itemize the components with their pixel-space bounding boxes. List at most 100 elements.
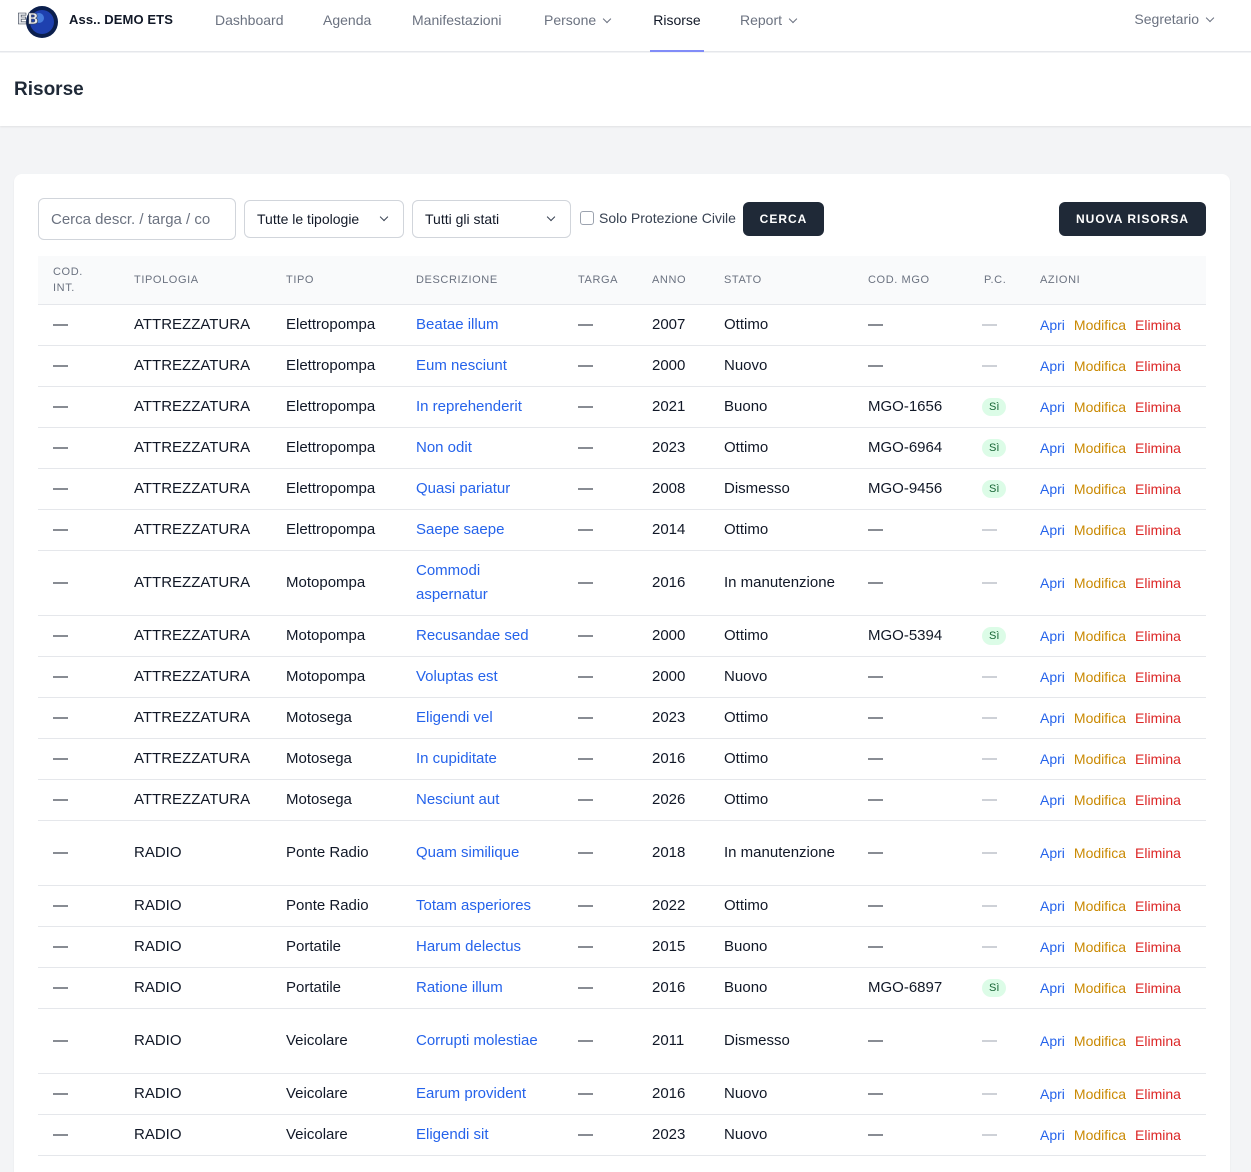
open-link[interactable]: Apri <box>1040 845 1065 861</box>
nav-risorse[interactable]: Risorse <box>650 0 704 52</box>
open-link[interactable]: Apri <box>1040 575 1065 591</box>
edit-link[interactable]: Modifica <box>1073 792 1127 808</box>
delete-link[interactable]: Elimina <box>1135 751 1181 767</box>
open-link[interactable]: Apri <box>1040 1033 1065 1049</box>
delete-link[interactable]: Elimina <box>1135 575 1181 591</box>
cell-descrizione[interactable]: Eum nesciunt <box>416 357 507 374</box>
delete-link[interactable]: Elimina <box>1135 481 1181 497</box>
cell-descrizione[interactable]: In cupiditate <box>416 750 497 767</box>
cell-cod-int: — <box>53 897 68 914</box>
delete-link[interactable]: Elimina <box>1135 1086 1181 1102</box>
cell-descrizione[interactable]: Totam asperiores <box>416 897 532 914</box>
delete-link[interactable]: Elimina <box>1135 1033 1181 1049</box>
edit-link[interactable]: Modifica <box>1073 669 1127 685</box>
cell-pc: — <box>982 657 997 697</box>
cell-descrizione[interactable]: Earum provident <box>416 1085 527 1102</box>
cell-descrizione[interactable]: Saepe saepe <box>416 521 505 538</box>
cell-descrizione[interactable]: Voluptas est <box>416 668 498 685</box>
cell-descrizione[interactable]: Ratione illum <box>416 979 503 996</box>
nav-manifestazioni[interactable]: Manifestazioni <box>412 12 502 28</box>
search-input[interactable] <box>38 198 236 240</box>
open-link[interactable]: Apri <box>1040 399 1065 415</box>
cell-cod-mgo: — <box>868 316 883 333</box>
nav-report[interactable]: Report <box>740 0 798 52</box>
delete-link[interactable]: Elimina <box>1135 898 1181 914</box>
edit-link[interactable]: Modifica <box>1073 845 1127 861</box>
delete-link[interactable]: Elimina <box>1135 358 1181 374</box>
protezione-civile-filter[interactable]: Solo Protezione Civile <box>580 210 736 226</box>
cell-descrizione[interactable]: Eligendi sit <box>416 1126 489 1143</box>
delete-link[interactable]: Elimina <box>1135 710 1181 726</box>
cell-descrizione[interactable]: In reprehenderit <box>416 398 522 415</box>
association-logo[interactable]: EB <box>16 3 59 39</box>
open-link[interactable]: Apri <box>1040 980 1065 996</box>
search-button[interactable]: CERCA <box>743 202 824 236</box>
edit-link[interactable]: Modifica <box>1073 1127 1127 1143</box>
delete-link[interactable]: Elimina <box>1135 669 1181 685</box>
open-link[interactable]: Apri <box>1040 898 1065 914</box>
edit-link[interactable]: Modifica <box>1073 1033 1127 1049</box>
edit-link[interactable]: Modifica <box>1073 939 1127 955</box>
delete-link[interactable]: Elimina <box>1135 399 1181 415</box>
edit-link[interactable]: Modifica <box>1073 399 1127 415</box>
edit-link[interactable]: Modifica <box>1073 358 1127 374</box>
cell-anno: 2016 <box>652 979 686 996</box>
open-link[interactable]: Apri <box>1040 669 1065 685</box>
top-navbar: EB Ass.. DEMO ETS Dashboard Agenda Manif… <box>0 0 1251 52</box>
cell-descrizione[interactable]: Nesciunt aut <box>416 791 500 808</box>
cell-descrizione[interactable]: Eligendi vel <box>416 709 493 726</box>
open-link[interactable]: Apri <box>1040 522 1065 538</box>
nav-agenda[interactable]: Agenda <box>323 12 372 28</box>
edit-link[interactable]: Modifica <box>1073 522 1127 538</box>
cell-descrizione[interactable]: Non odit <box>416 439 472 456</box>
cell-descrizione[interactable]: Beatae illum <box>416 316 499 333</box>
nav-persone[interactable]: Persone <box>544 0 612 52</box>
open-link[interactable]: Apri <box>1040 751 1065 767</box>
cell-descrizione[interactable]: Harum delectus <box>416 938 522 955</box>
edit-link[interactable]: Modifica <box>1073 628 1127 644</box>
open-link[interactable]: Apri <box>1040 481 1065 497</box>
delete-link[interactable]: Elimina <box>1135 939 1181 955</box>
edit-link[interactable]: Modifica <box>1073 1086 1127 1102</box>
edit-link[interactable]: Modifica <box>1073 440 1127 456</box>
edit-link[interactable]: Modifica <box>1073 481 1127 497</box>
edit-link[interactable]: Modifica <box>1073 317 1127 333</box>
cell-descrizione[interactable]: Recusandae sed <box>416 627 529 644</box>
cell-descrizione[interactable]: Quasi pariatur <box>416 480 511 497</box>
edit-link[interactable]: Modifica <box>1073 710 1127 726</box>
edit-link[interactable]: Modifica <box>1073 980 1127 996</box>
cell-cod-int: — <box>53 398 68 415</box>
pc-empty: — <box>982 316 997 333</box>
delete-link[interactable]: Elimina <box>1135 1127 1181 1143</box>
delete-link[interactable]: Elimina <box>1135 980 1181 996</box>
open-link[interactable]: Apri <box>1040 710 1065 726</box>
cell-stato: Buono <box>724 938 768 955</box>
open-link[interactable]: Apri <box>1040 939 1065 955</box>
delete-link[interactable]: Elimina <box>1135 845 1181 861</box>
delete-link[interactable]: Elimina <box>1135 628 1181 644</box>
cell-descrizione[interactable]: Commodi aspernatur <box>416 562 488 603</box>
delete-link[interactable]: Elimina <box>1135 522 1181 538</box>
edit-link[interactable]: Modifica <box>1073 575 1127 591</box>
open-link[interactable]: Apri <box>1040 317 1065 333</box>
open-link[interactable]: Apri <box>1040 358 1065 374</box>
open-link[interactable]: Apri <box>1040 1127 1065 1143</box>
edit-link[interactable]: Modifica <box>1073 898 1127 914</box>
edit-link[interactable]: Modifica <box>1073 751 1127 767</box>
stato-select[interactable]: Tutti gli stati <box>412 200 571 238</box>
protezione-civile-checkbox[interactable] <box>580 211 594 225</box>
open-link[interactable]: Apri <box>1040 1086 1065 1102</box>
user-menu[interactable]: Segretario <box>1134 0 1215 40</box>
open-link[interactable]: Apri <box>1040 440 1065 456</box>
nav-dashboard[interactable]: Dashboard <box>215 12 284 28</box>
delete-link[interactable]: Elimina <box>1135 440 1181 456</box>
open-link[interactable]: Apri <box>1040 792 1065 808</box>
tipologia-select[interactable]: Tutte le tipologie <box>244 200 404 238</box>
delete-link[interactable]: Elimina <box>1135 317 1181 333</box>
open-link[interactable]: Apri <box>1040 628 1065 644</box>
cell-descrizione[interactable]: Corrupti molestiae <box>416 1032 538 1049</box>
new-resource-button[interactable]: NUOVA RISORSA <box>1059 202 1206 236</box>
delete-link[interactable]: Elimina <box>1135 792 1181 808</box>
cell-descrizione[interactable]: Quam similique <box>416 844 520 861</box>
cell-stato: In manutenzione <box>724 844 835 861</box>
